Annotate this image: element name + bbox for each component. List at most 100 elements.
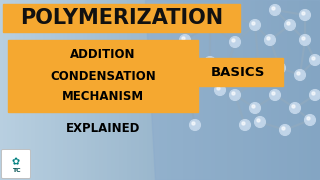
Circle shape [217,87,220,90]
Circle shape [279,125,291,136]
Circle shape [305,114,316,125]
Bar [244,0,249,180]
Bar [308,0,313,180]
Bar [192,0,196,180]
Bar [28,0,33,180]
Text: ADDITION: ADDITION [70,48,136,62]
Circle shape [272,92,275,95]
Circle shape [229,37,241,48]
Circle shape [297,72,300,75]
Bar [188,0,193,180]
Bar [72,0,76,180]
Circle shape [242,65,245,68]
Circle shape [220,69,230,80]
Circle shape [302,37,305,40]
Circle shape [195,10,205,21]
Bar [256,0,260,180]
Bar [212,0,217,180]
Circle shape [254,116,266,127]
Bar [172,0,177,180]
Circle shape [287,22,290,25]
Circle shape [312,57,315,60]
Circle shape [290,102,300,114]
Circle shape [269,89,281,100]
Bar [136,0,140,180]
Text: BASICS: BASICS [211,66,265,78]
Bar [100,0,105,180]
Circle shape [204,57,215,68]
Bar [124,0,129,180]
Bar [76,0,81,180]
Circle shape [252,22,255,25]
Circle shape [269,4,281,15]
Circle shape [239,120,251,130]
Bar [264,0,268,180]
Bar [84,0,89,180]
Bar [260,0,265,180]
Circle shape [302,12,305,15]
Circle shape [180,64,190,75]
Circle shape [292,105,295,108]
Bar [52,0,57,180]
Circle shape [267,37,270,40]
Circle shape [284,19,295,30]
Bar [3,4,240,32]
Bar [156,0,161,180]
Bar [56,0,60,180]
Circle shape [239,62,251,73]
Circle shape [265,35,276,46]
Circle shape [309,55,320,66]
Circle shape [254,75,266,86]
Bar [288,0,292,180]
Circle shape [257,119,260,122]
Bar [200,0,204,180]
Bar [0,0,4,180]
Bar [204,0,209,180]
Circle shape [214,84,226,96]
Circle shape [187,97,190,100]
Bar [216,0,220,180]
Bar [300,0,305,180]
Circle shape [307,117,310,120]
Bar [196,0,201,180]
Bar [48,0,52,180]
Bar [148,0,153,180]
Bar [240,0,244,180]
Bar [252,0,257,180]
Bar [20,0,25,180]
Circle shape [227,12,230,15]
Bar [108,0,113,180]
Bar [248,0,252,180]
Bar [232,0,236,180]
Bar [16,0,20,180]
Bar [60,0,65,180]
Bar [24,0,28,180]
Bar [284,0,289,180]
Text: POLYMERIZATION: POLYMERIZATION [20,8,223,28]
Circle shape [180,35,190,46]
Bar [144,0,148,180]
Circle shape [277,65,280,68]
Circle shape [192,122,195,125]
Circle shape [294,69,306,80]
Bar [220,0,225,180]
Bar [8,0,12,180]
Circle shape [312,92,315,95]
Circle shape [275,62,285,73]
Bar [276,0,281,180]
Bar [208,0,212,180]
Bar [40,0,44,180]
Circle shape [300,35,310,46]
Text: TC: TC [12,168,20,174]
Circle shape [282,127,285,130]
Bar [12,0,17,180]
Circle shape [250,102,260,114]
Circle shape [207,22,210,25]
Bar [140,0,145,180]
Bar [193,58,283,86]
Bar [120,0,124,180]
Bar [132,0,137,180]
Bar [44,0,49,180]
Circle shape [204,19,215,30]
Bar [296,0,300,180]
